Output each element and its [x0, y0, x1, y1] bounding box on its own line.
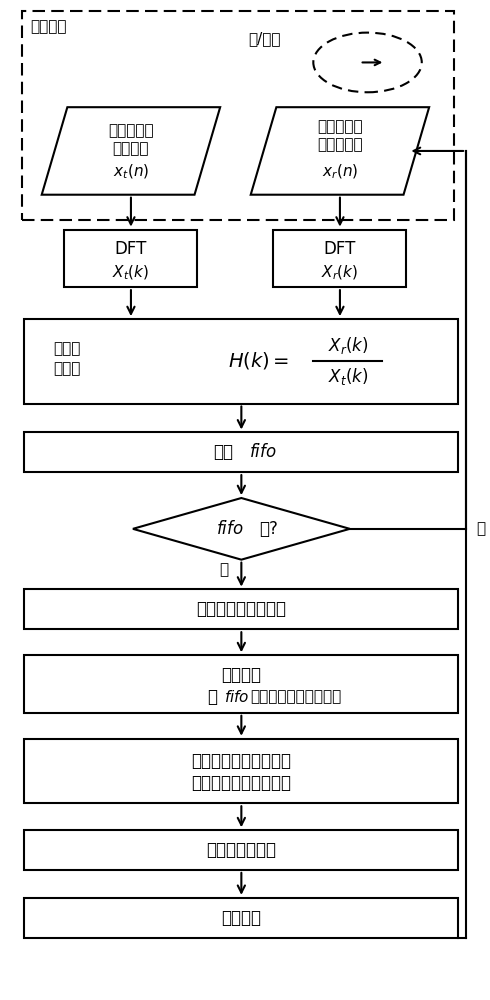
Polygon shape [251, 107, 429, 195]
Text: 卷积算子: 卷积算子 [221, 666, 261, 684]
Text: $X_r(k)$: $X_r(k)$ [327, 335, 368, 356]
Bar [24, 898, 458, 938]
Bar [273, 230, 407, 287]
Text: $X_t(k)$: $X_t(k)$ [328, 366, 368, 387]
Text: $x_t(n)$: $x_t(n)$ [113, 163, 149, 181]
Bar [24, 830, 458, 870]
Text: 的接收信号: 的接收信号 [317, 137, 363, 152]
Text: 室内环境: 室内环境 [30, 19, 67, 34]
Text: 几段数据并进行归一化: 几段数据并进行归一化 [192, 774, 292, 792]
Text: 时间维度上去趋势化: 时间维度上去趋势化 [196, 600, 286, 618]
Ellipse shape [313, 33, 422, 92]
Text: 连续波形的融合: 连续波形的融合 [206, 841, 276, 859]
Text: 某刻无阻塞: 某刻无阻塞 [317, 120, 363, 135]
Bar [24, 655, 458, 713]
Text: 在时间维度上的自相关: 在时间维度上的自相关 [250, 689, 341, 704]
Text: 求: 求 [207, 688, 217, 706]
Text: $X_t(k)$: $X_t(k)$ [112, 264, 149, 282]
Bar [24, 589, 458, 629]
Text: DFT: DFT [324, 240, 356, 258]
Text: $fifo$: $fifo$ [249, 443, 277, 461]
Text: $x_r(n)$: $x_r(n)$ [322, 163, 358, 181]
Text: $H(k)=$: $H(k)=$ [228, 350, 290, 371]
Bar [24, 739, 458, 803]
Text: 否: 否 [476, 521, 485, 536]
Text: 人/牲畜: 人/牲畜 [248, 31, 280, 46]
Text: 是: 是 [219, 562, 228, 577]
Polygon shape [42, 107, 220, 195]
Text: 激励信号: 激励信号 [113, 141, 149, 156]
Text: 提取出自相关性强的前: 提取出自相关性强的前 [192, 752, 292, 770]
Bar [24, 432, 458, 472]
Text: 率响应: 率响应 [53, 361, 80, 376]
Bar [64, 230, 197, 287]
Text: $fifo$: $fifo$ [223, 689, 249, 705]
Text: 满?: 满? [260, 520, 278, 538]
Text: 呼吸波形: 呼吸波形 [221, 909, 261, 927]
Bar [23, 11, 454, 220]
Text: 循环发送的: 循环发送的 [108, 124, 154, 139]
Text: 信道频: 信道频 [53, 341, 80, 356]
Text: $X_r(k)$: $X_r(k)$ [321, 264, 359, 282]
Text: DFT: DFT [115, 240, 147, 258]
Text: 写入: 写入 [214, 443, 234, 461]
Text: $fifo$: $fifo$ [216, 520, 244, 538]
Polygon shape [133, 498, 350, 560]
Bar [24, 319, 458, 404]
